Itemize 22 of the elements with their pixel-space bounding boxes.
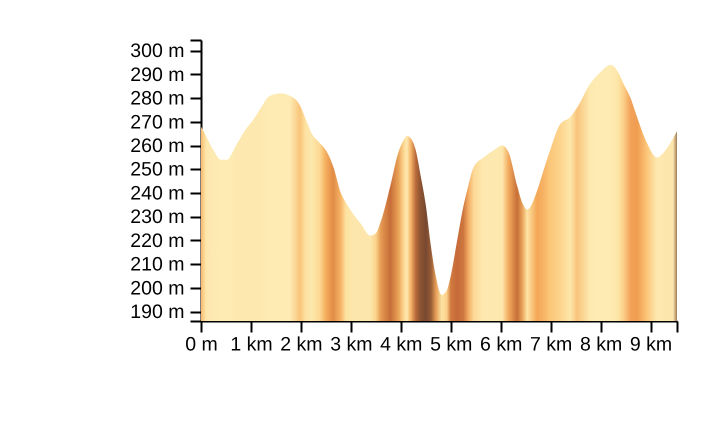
y-tick-label: 290 m [130,64,184,86]
y-tick-label: 300 m [130,40,184,62]
y-tick-label: 230 m [130,206,184,228]
y-tick-label: 250 m [130,158,184,181]
y-tick-label: 200 m [130,277,184,300]
x-tick-label: 3 km [330,334,372,356]
x-tick-label: 7 km [530,334,572,356]
y-tick-label: 260 m [130,135,184,158]
x-tick-label: 2 km [280,334,323,356]
x-tick-label: 9 km [630,334,672,356]
y-tick-label: 240 m [130,182,184,204]
y-tick-label: 270 m [130,111,184,134]
x-tick-label: 4 km [380,334,422,356]
x-tick-label: 6 km [480,334,522,356]
x-tick-label: 1 km [230,334,273,356]
y-tick-label: 210 m [130,254,184,276]
x-tick-label: 8 km [580,334,622,356]
x-tick-label: 0 m [185,334,218,356]
x-tick-label: 5 km [430,334,472,356]
y-tick-label: 190 m [130,301,184,324]
y-tick-label: 220 m [130,230,184,252]
y-tick-label: 280 m [130,88,184,110]
